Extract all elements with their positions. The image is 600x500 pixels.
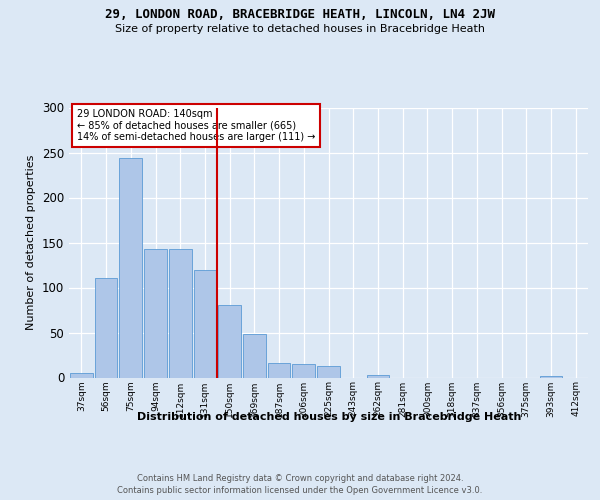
Text: 29 LONDON ROAD: 140sqm
← 85% of detached houses are smaller (665)
14% of semi-de: 29 LONDON ROAD: 140sqm ← 85% of detached…	[77, 109, 315, 142]
Bar	[292, 364, 315, 378]
Bar	[119, 158, 142, 378]
Bar	[169, 249, 191, 378]
Text: Contains HM Land Registry data © Crown copyright and database right 2024.: Contains HM Land Registry data © Crown c…	[137, 474, 463, 483]
Text: Distribution of detached houses by size in Bracebridge Heath: Distribution of detached houses by size …	[137, 412, 521, 422]
Bar	[194, 270, 216, 378]
Bar	[268, 363, 290, 378]
Bar	[70, 373, 93, 378]
Bar	[218, 304, 241, 378]
Bar	[243, 334, 266, 378]
Text: 29, LONDON ROAD, BRACEBRIDGE HEATH, LINCOLN, LN4 2JW: 29, LONDON ROAD, BRACEBRIDGE HEATH, LINC…	[105, 8, 495, 20]
Text: Size of property relative to detached houses in Bracebridge Heath: Size of property relative to detached ho…	[115, 24, 485, 34]
Bar	[367, 375, 389, 378]
Y-axis label: Number of detached properties: Number of detached properties	[26, 155, 37, 330]
Bar	[317, 366, 340, 378]
Bar	[95, 278, 118, 378]
Text: Contains public sector information licensed under the Open Government Licence v3: Contains public sector information licen…	[118, 486, 482, 495]
Bar	[539, 376, 562, 378]
Bar	[144, 249, 167, 378]
